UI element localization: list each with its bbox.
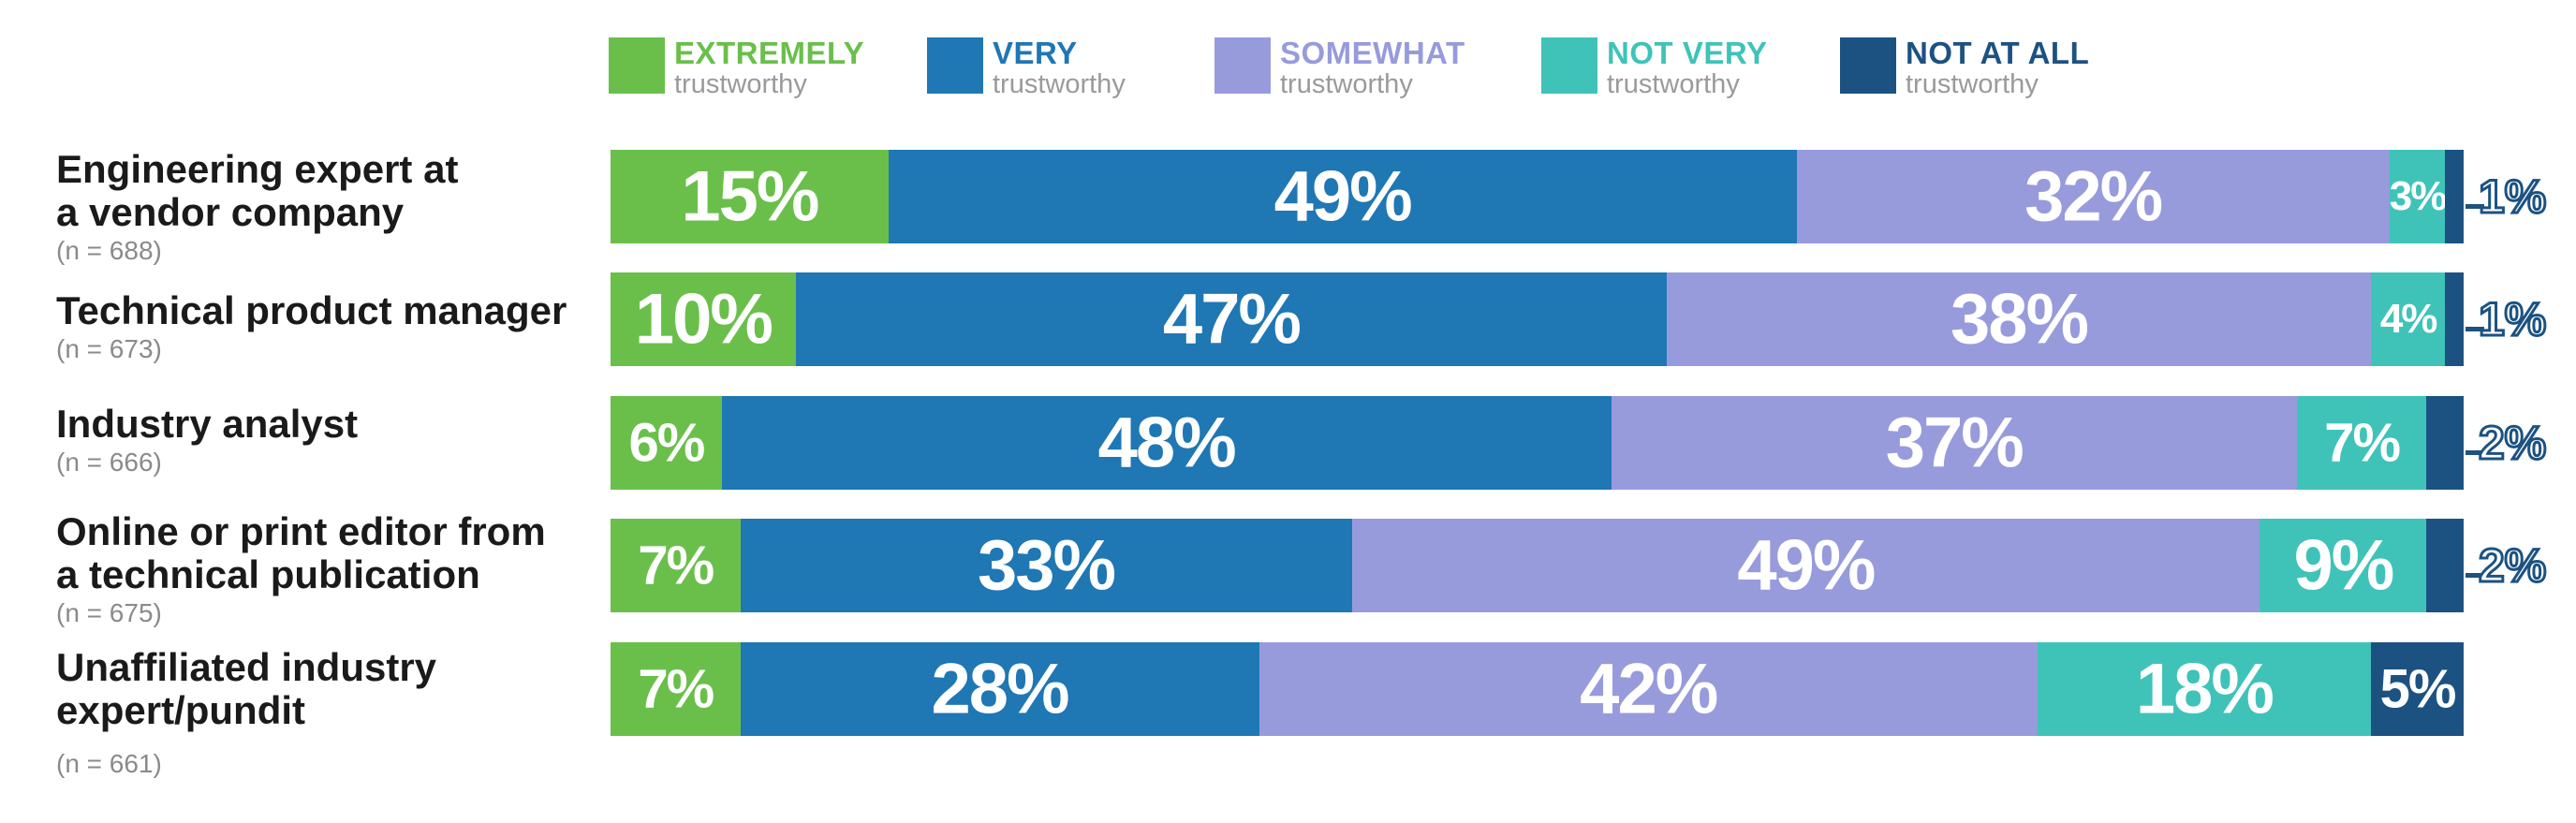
bar-segment	[2445, 272, 2465, 366]
bar-segment	[2371, 272, 2446, 366]
bar-segment	[2037, 642, 2372, 736]
legend-subtitle: trustworthy	[1607, 69, 1740, 99]
bar-segment	[1667, 272, 2372, 366]
data-label: 33%	[978, 525, 1116, 606]
legend-swatch	[1214, 37, 1271, 94]
bar-segment	[2426, 519, 2465, 612]
row-sample-size: (n = 661)	[56, 749, 162, 778]
row-name: a vendor company	[56, 190, 405, 234]
data-label: 37%	[1885, 403, 2024, 483]
row-sample-size: (n = 673)	[56, 334, 162, 363]
label-leader-line	[2466, 327, 2484, 331]
data-label: 49%	[1737, 525, 1876, 606]
bar-segment	[611, 642, 742, 736]
legend-swatch	[927, 37, 983, 94]
row-name: Industry analyst	[56, 402, 359, 446]
bar-segment	[1351, 519, 2260, 612]
data-label: 7%	[638, 658, 714, 720]
legend-title: VERY	[993, 36, 1078, 70]
row-name: a technical publication	[56, 552, 480, 596]
bar-segment	[2371, 642, 2465, 736]
bar-segment	[721, 396, 1612, 490]
legend-title: EXTREMELY	[674, 36, 865, 70]
data-label: 7%	[638, 535, 714, 596]
legend-swatch	[1541, 37, 1597, 94]
label-leader-line	[2466, 450, 2484, 455]
bar-segment	[2426, 396, 2465, 490]
data-label: 2%	[2477, 416, 2547, 471]
bar-segment	[888, 150, 1798, 243]
row-label: Online or print editor from a technical p…	[56, 510, 546, 628]
data-label: 3%	[2389, 173, 2448, 219]
data-label: 6%	[628, 412, 705, 474]
bar-segment	[2389, 150, 2446, 243]
data-label: 15%	[681, 156, 819, 237]
row-label: Technical product manager (n = 673)	[56, 289, 567, 364]
bar-segment	[611, 150, 890, 243]
bar-segment	[1611, 396, 2298, 490]
data-label: 28%	[931, 649, 1070, 729]
bar-segment	[611, 272, 797, 366]
row-name: Engineering expert at	[56, 147, 459, 191]
bar-segment	[2296, 396, 2427, 490]
row-name: expert/pundit	[56, 688, 306, 732]
data-label: 4%	[2379, 296, 2438, 342]
data-label: 10%	[634, 279, 773, 360]
row-sample-size: (n = 675)	[56, 598, 162, 627]
data-label: 47%	[1162, 279, 1302, 360]
row-sample-size: (n = 688)	[56, 236, 162, 265]
legend-subtitle: trustworthy	[1280, 69, 1413, 99]
bar-segment	[2260, 519, 2427, 612]
data-label: 7%	[2324, 412, 2401, 474]
bar-segment	[1796, 150, 2391, 243]
row-name: Online or print editor from	[56, 509, 546, 553]
row-name: Technical product manager	[56, 288, 567, 332]
data-label: 1%	[2477, 292, 2547, 347]
data-label: 5%	[2379, 658, 2457, 720]
row-sample-size: (n = 666)	[56, 448, 162, 477]
row-name: Unaffiliated industry	[56, 645, 437, 689]
label-leader-line	[2466, 204, 2484, 209]
data-label: 18%	[2135, 649, 2274, 729]
legend-title: SOMEWHAT	[1280, 36, 1465, 70]
bar-segment	[740, 519, 1353, 612]
data-label: 9%	[2293, 525, 2394, 606]
data-label: 32%	[2024, 156, 2163, 237]
legend-title: NOT VERY	[1607, 36, 1768, 70]
bar-segment	[795, 272, 1668, 366]
bar-segment	[611, 519, 742, 612]
legend-title: NOT AT ALL	[1906, 36, 2090, 70]
legend-subtitle: trustworthy	[1906, 69, 2039, 99]
data-label: 2%	[2477, 538, 2547, 594]
bar-segment	[611, 396, 723, 490]
legend-swatch	[609, 37, 665, 94]
data-label: 1%	[2477, 169, 2547, 225]
bar-segment	[1259, 642, 2039, 736]
data-label: 49%	[1273, 156, 1413, 237]
data-label: 42%	[1580, 649, 1718, 729]
data-label: 38%	[1950, 279, 2089, 360]
label-leader-line	[2466, 573, 2484, 578]
row-label: Unaffiliated industry expert/pundit (n = 6…	[56, 646, 436, 779]
legend-subtitle: trustworthy	[674, 69, 807, 99]
row-label: Engineering expert at a vendor company (n …	[56, 148, 458, 266]
legend-swatch	[1840, 37, 1896, 94]
bar-segment	[2445, 150, 2465, 243]
data-label: 48%	[1097, 403, 1237, 483]
legend-subtitle: trustworthy	[993, 69, 1126, 99]
bar-segment	[740, 642, 1260, 736]
row-label: Industry analyst (n = 666)	[56, 403, 358, 478]
